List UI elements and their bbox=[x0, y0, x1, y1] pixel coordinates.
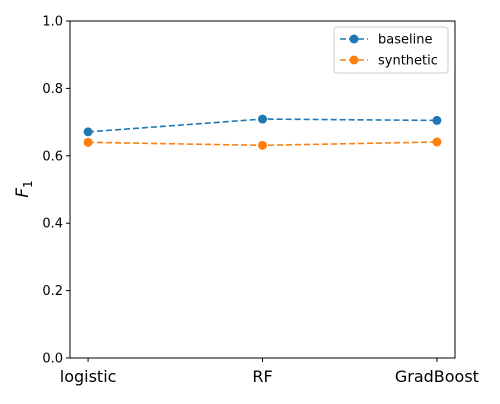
data-point-baseline bbox=[432, 115, 442, 125]
x-tick-label: logistic bbox=[60, 367, 117, 386]
chart-marks bbox=[83, 114, 442, 150]
data-point-synthetic bbox=[83, 137, 93, 147]
y-tick-label: 0.0 bbox=[42, 352, 63, 367]
y-tick-label: 0.2 bbox=[42, 284, 63, 299]
y-tick-label: 1.0 bbox=[42, 15, 63, 30]
y-tick-label: 0.8 bbox=[42, 82, 63, 97]
y-axis-label: F1 bbox=[13, 180, 35, 197]
data-point-synthetic bbox=[258, 140, 267, 150]
legend-marker-synthetic bbox=[349, 55, 359, 65]
data-point-synthetic bbox=[432, 137, 442, 147]
legend-label-synthetic: synthetic bbox=[378, 54, 438, 69]
data-point-baseline bbox=[83, 127, 93, 137]
x-tick-label: RF bbox=[252, 367, 272, 386]
data-point-baseline bbox=[258, 114, 267, 124]
x-axis-ticks: logistic RF GradBoost bbox=[60, 358, 479, 386]
x-tick-label: GradBoost bbox=[395, 367, 479, 386]
y-axis-label-sub: 1 bbox=[21, 180, 35, 188]
y-tick-label: 0.6 bbox=[42, 149, 63, 164]
y-tick-label: 0.4 bbox=[42, 217, 63, 232]
legend-label-baseline: baseline bbox=[378, 33, 432, 48]
legend-marker-baseline bbox=[349, 34, 359, 44]
y-axis-label-main: F bbox=[13, 188, 33, 198]
y-axis-ticks: 0.0 0.2 0.4 0.6 0.8 1.0 bbox=[42, 15, 70, 367]
legend: baseline synthetic bbox=[333, 26, 449, 74]
